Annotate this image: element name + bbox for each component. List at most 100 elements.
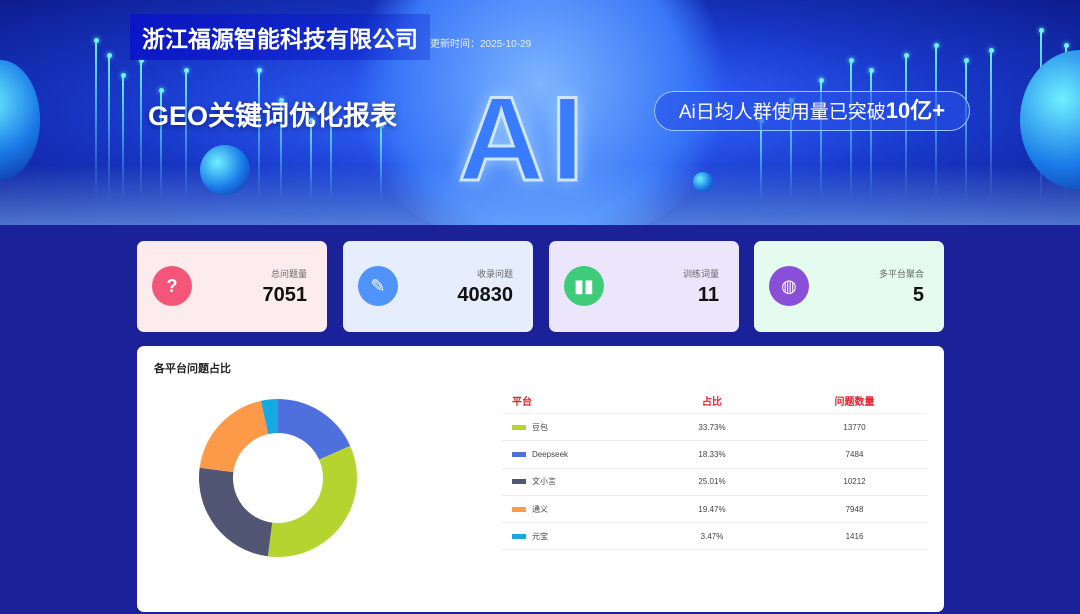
light-dot bbox=[1038, 28, 1044, 33]
slogan-text: Ai日均人群使用量已突破 bbox=[678, 102, 886, 123]
sphere-decoration bbox=[200, 145, 250, 195]
light-dot bbox=[308, 118, 314, 123]
banner-floor bbox=[0, 165, 1080, 225]
light-line bbox=[122, 75, 124, 200]
stat-label: 总问题量 bbox=[270, 269, 307, 279]
legend-swatch bbox=[512, 533, 526, 539]
platform-name: Deepseek bbox=[532, 449, 569, 459]
share-cell: 3.47% bbox=[700, 531, 724, 541]
share-cell: 18.33% bbox=[698, 449, 726, 459]
light-line bbox=[790, 100, 792, 200]
light-line bbox=[108, 55, 110, 200]
light-dot bbox=[106, 53, 112, 58]
count-cell: 13770 bbox=[843, 422, 866, 432]
light-line bbox=[95, 40, 97, 200]
platform-cell: 文小言 bbox=[502, 476, 642, 487]
light-dot bbox=[378, 123, 384, 128]
light-line bbox=[870, 70, 872, 200]
slogan-badge: Ai日均人群使用量已突破10亿+ bbox=[654, 91, 970, 131]
sphere-decoration bbox=[693, 172, 713, 192]
donut-slice-通义[interactable] bbox=[199, 400, 269, 473]
light-dot bbox=[328, 108, 334, 113]
stat-value: 40830 bbox=[457, 284, 513, 306]
legend-swatch bbox=[512, 424, 526, 430]
header-share: 占比 bbox=[702, 397, 722, 408]
donut-slice-Deepseek[interactable] bbox=[278, 399, 351, 460]
stat-value: 11 bbox=[697, 284, 719, 306]
question-document-icon: ✎ bbox=[358, 266, 398, 306]
table-row: 豆包 33.73% 13770 bbox=[502, 414, 927, 442]
platform-cell: 元宝 bbox=[502, 531, 642, 542]
light-line bbox=[258, 70, 260, 200]
legend-swatch bbox=[512, 479, 526, 485]
table-header: 平台 占比 问题数量 bbox=[502, 388, 927, 414]
light-dot bbox=[120, 73, 126, 78]
light-dot bbox=[848, 58, 854, 63]
donut-slice-元宝[interactable] bbox=[260, 399, 278, 435]
stat-card-indexed-questions: ✎ 收录问题 40830 bbox=[343, 241, 533, 332]
light-dot bbox=[256, 68, 262, 73]
header-platform: 平台 bbox=[512, 397, 532, 408]
legend-swatch bbox=[512, 451, 526, 457]
light-dot bbox=[818, 78, 824, 83]
platform-name: 元宝 bbox=[532, 531, 548, 541]
bar-chart-icon: ▮▮ bbox=[564, 266, 604, 306]
table-row: 元宝 3.47% 1416 bbox=[502, 523, 927, 551]
share-cell: 19.47% bbox=[698, 504, 726, 514]
globe-icon: ◍ bbox=[769, 266, 809, 306]
light-dot bbox=[278, 98, 284, 103]
light-dot bbox=[903, 53, 909, 58]
header-banner: AI 浙江福源智能科技有限公司 更新时间：2025-10-29 GEO关键词优化… bbox=[0, 0, 1080, 225]
light-line bbox=[310, 120, 312, 200]
platform-name: 豆包 bbox=[532, 422, 548, 432]
light-line bbox=[140, 60, 142, 200]
stat-value: 7051 bbox=[262, 284, 308, 306]
light-line bbox=[185, 70, 187, 200]
update-time: 更新时间：2025-10-29 bbox=[430, 39, 532, 50]
share-cell: 33.73% bbox=[698, 422, 726, 432]
light-dot bbox=[158, 88, 164, 93]
platform-cell: Deepseek bbox=[502, 450, 642, 459]
count-cell: 1416 bbox=[845, 531, 864, 541]
light-dot bbox=[138, 58, 144, 63]
header-count: 问题数量 bbox=[834, 397, 875, 408]
light-line bbox=[760, 120, 762, 200]
count-cell: 7484 bbox=[845, 449, 864, 459]
stat-card-total-questions: ? 总问题量 7051 bbox=[137, 241, 327, 332]
light-line bbox=[990, 50, 992, 200]
platform-cell: 通义 bbox=[502, 504, 642, 515]
slogan-highlight: 10亿+ bbox=[885, 98, 946, 123]
count-cell: 7948 bbox=[845, 504, 864, 514]
platform-cell: 豆包 bbox=[502, 422, 642, 433]
light-line bbox=[330, 110, 332, 200]
light-dot bbox=[988, 48, 994, 53]
platform-share-panel: 各平台问题占比 平台 占比 问题数量 豆包 33.73% 13770 Deepseek… bbox=[137, 346, 944, 612]
company-name: 浙江福源智能科技有限公司 bbox=[130, 14, 430, 60]
light-line bbox=[965, 60, 967, 200]
light-line bbox=[280, 100, 282, 200]
platform-name: 文小言 bbox=[532, 477, 556, 487]
light-dot bbox=[1063, 43, 1069, 48]
light-dot bbox=[963, 58, 969, 63]
stat-label: 训练词量 bbox=[682, 269, 719, 279]
platform-name: 通义 bbox=[532, 504, 548, 514]
donut-slice-文小言[interactable] bbox=[199, 467, 273, 557]
stat-value: 5 bbox=[912, 284, 924, 306]
question-bubble-icon: ? bbox=[152, 266, 192, 306]
stat-card-platform-aggregation: ◍ 多平台聚合 5 bbox=[754, 241, 944, 332]
share-cell: 25.01% bbox=[698, 477, 726, 487]
light-dot bbox=[93, 38, 99, 43]
donut-slice-豆包[interactable] bbox=[267, 445, 357, 557]
count-cell: 10212 bbox=[843, 477, 866, 487]
light-dot bbox=[868, 68, 874, 73]
stat-card-training-words: ▮▮ 训练词量 11 bbox=[549, 241, 739, 332]
donut-chart bbox=[199, 399, 357, 557]
light-line bbox=[160, 90, 162, 200]
page-title: GEO关键词优化报表 bbox=[148, 101, 398, 131]
platform-table: 平台 占比 问题数量 豆包 33.73% 13770 Deepseek 18.33% 74… bbox=[502, 388, 927, 551]
table-row: 通义 19.47% 7948 bbox=[502, 496, 927, 524]
panel-title: 各平台问题占比 bbox=[154, 363, 231, 375]
sphere-decoration bbox=[0, 60, 40, 180]
table-row: Deepseek 18.33% 7484 bbox=[502, 441, 927, 469]
light-line bbox=[820, 80, 822, 200]
